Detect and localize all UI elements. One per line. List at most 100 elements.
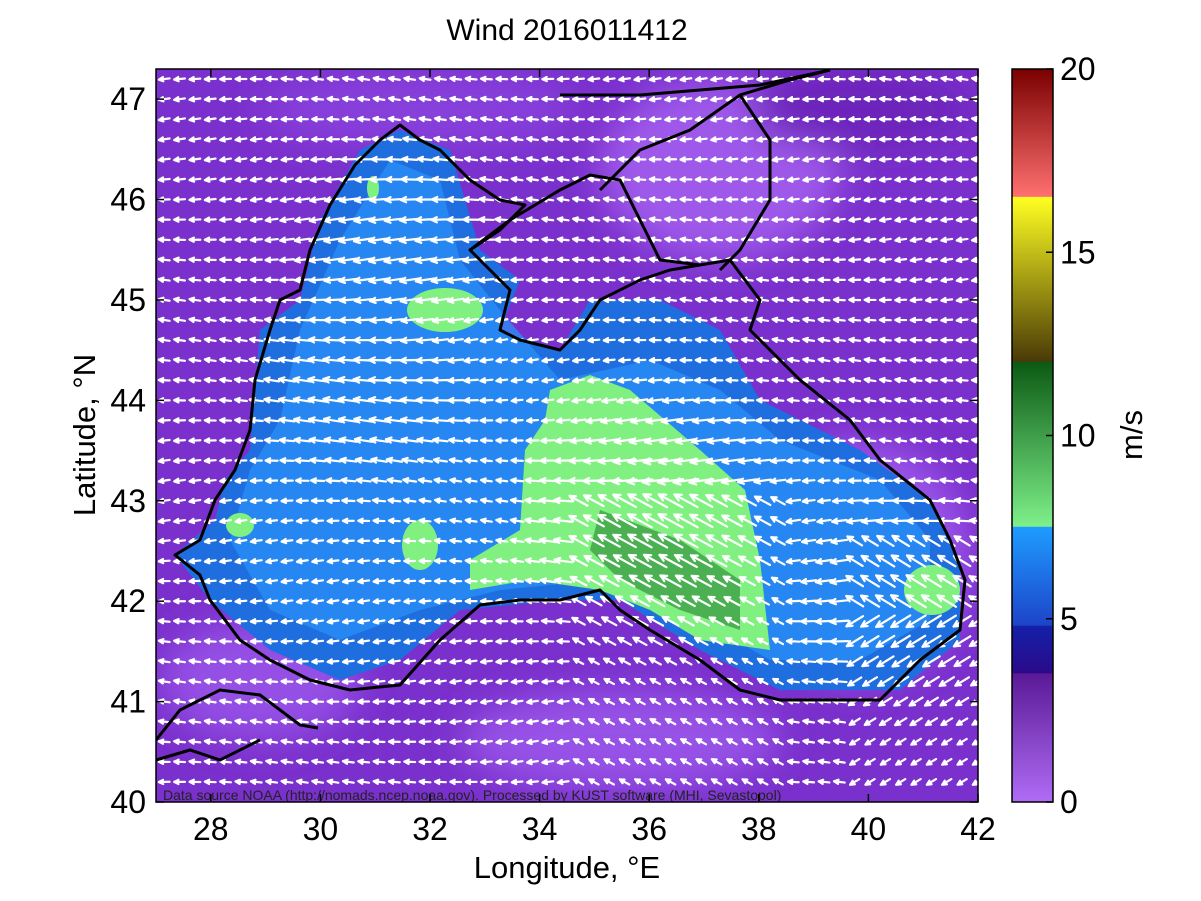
wind-arrow [510, 236, 525, 243]
wind-arrow [909, 236, 923, 244]
wind-arrow [802, 136, 816, 143]
x-tick-label: 30 [303, 811, 339, 847]
wind-arrow [920, 594, 943, 609]
wind-arrow [740, 136, 754, 143]
wind-arrow [494, 236, 510, 244]
wind-arrow [357, 537, 371, 545]
wind-arrow [832, 296, 846, 304]
wind-arrow [648, 96, 662, 103]
wind-arrow [203, 236, 217, 243]
wind-arrow [234, 336, 248, 344]
wind-arrow [583, 554, 605, 568]
wind-arrow [541, 658, 555, 665]
y-tick-label: 45 [110, 282, 146, 318]
wind-arrow [265, 578, 279, 585]
wind-arrow [894, 196, 908, 203]
wind-arrow [326, 758, 340, 765]
wind-arrow [786, 397, 800, 404]
wind-arrow [367, 236, 391, 245]
wind-arrow [219, 397, 233, 404]
wind-arrow [817, 156, 831, 163]
wind-arrow [633, 176, 647, 183]
wind-arrow [786, 417, 800, 424]
wind-arrow [478, 276, 495, 284]
wind-arrow [740, 296, 754, 303]
wind-arrow [726, 697, 738, 706]
wind-arrow [173, 597, 187, 605]
wind-arrow [280, 778, 294, 785]
wind-arrow [756, 256, 770, 263]
y-tick-label: 43 [110, 483, 146, 519]
wind-arrow [372, 618, 386, 625]
wind-arrow [338, 216, 359, 224]
wind-arrow [924, 156, 938, 163]
wind-arrow [832, 457, 846, 464]
wind-arrow [495, 377, 509, 384]
wind-arrow [817, 356, 831, 364]
wind-arrow [249, 778, 263, 785]
y-tick-label: 40 [110, 784, 146, 820]
wind-arrow [157, 517, 171, 525]
wind-arrow [188, 136, 202, 143]
wind-arrow [433, 557, 447, 565]
wind-arrow [433, 678, 447, 685]
wind-arrow [769, 515, 786, 526]
wind-arrow [157, 216, 171, 223]
wind-arrow [726, 657, 738, 666]
wind-arrow [173, 336, 187, 344]
wind-arrow [403, 517, 417, 524]
wind-arrow [352, 256, 375, 265]
wind-arrow [832, 116, 846, 123]
wind-arrow [695, 778, 708, 786]
wind-arrow [649, 778, 662, 786]
wind-arrow [602, 136, 616, 143]
wind-arrow [157, 778, 171, 786]
wind-arrow [785, 617, 802, 625]
wind-arrow [157, 457, 171, 464]
wind-arrow [695, 697, 708, 706]
wind-arrow [771, 96, 785, 103]
wind-arrow [817, 778, 831, 785]
wind-arrow [878, 336, 892, 344]
wind-arrow [219, 296, 233, 304]
wind-arrow [894, 95, 908, 103]
wind-arrow [464, 517, 478, 524]
wind-arrow [157, 678, 171, 685]
wind-arrow [403, 718, 417, 725]
wind-arrow [642, 553, 668, 569]
wind-arrow [603, 758, 616, 766]
wind-arrow [937, 655, 956, 668]
wind-arrow [673, 553, 698, 569]
wind-arrow [433, 718, 447, 725]
wind-arrow [188, 417, 202, 424]
wind-arrow [525, 75, 539, 83]
wind-arrow [280, 537, 294, 545]
wind-arrow [721, 534, 743, 548]
wind-arrow [337, 236, 359, 245]
wind-arrow [188, 497, 202, 505]
wind-arrow [309, 176, 326, 184]
wind-arrow [295, 517, 309, 525]
wind-arrow [387, 557, 401, 565]
wind-arrow [738, 575, 756, 587]
wind-arrow [294, 457, 311, 464]
wind-arrow [771, 256, 785, 263]
wind-arrow [846, 535, 864, 547]
wind-arrow [403, 95, 417, 103]
wind-arrow [598, 574, 620, 588]
wind-arrow [234, 296, 248, 304]
wind-arrow [664, 116, 678, 123]
wind-arrow [908, 696, 924, 707]
wind-arrow [618, 76, 631, 83]
wind-arrow [464, 75, 478, 83]
wind-arrow [219, 216, 233, 223]
wind-arrow [955, 336, 969, 344]
wind-arrow [341, 135, 356, 143]
wind-arrow [234, 196, 248, 203]
wind-arrow [772, 677, 784, 686]
wind-arrow [353, 436, 374, 444]
wind-arrow [648, 296, 662, 304]
wind-arrow [495, 577, 509, 585]
wind-arrow [188, 778, 202, 786]
wind-arrow [234, 758, 248, 765]
